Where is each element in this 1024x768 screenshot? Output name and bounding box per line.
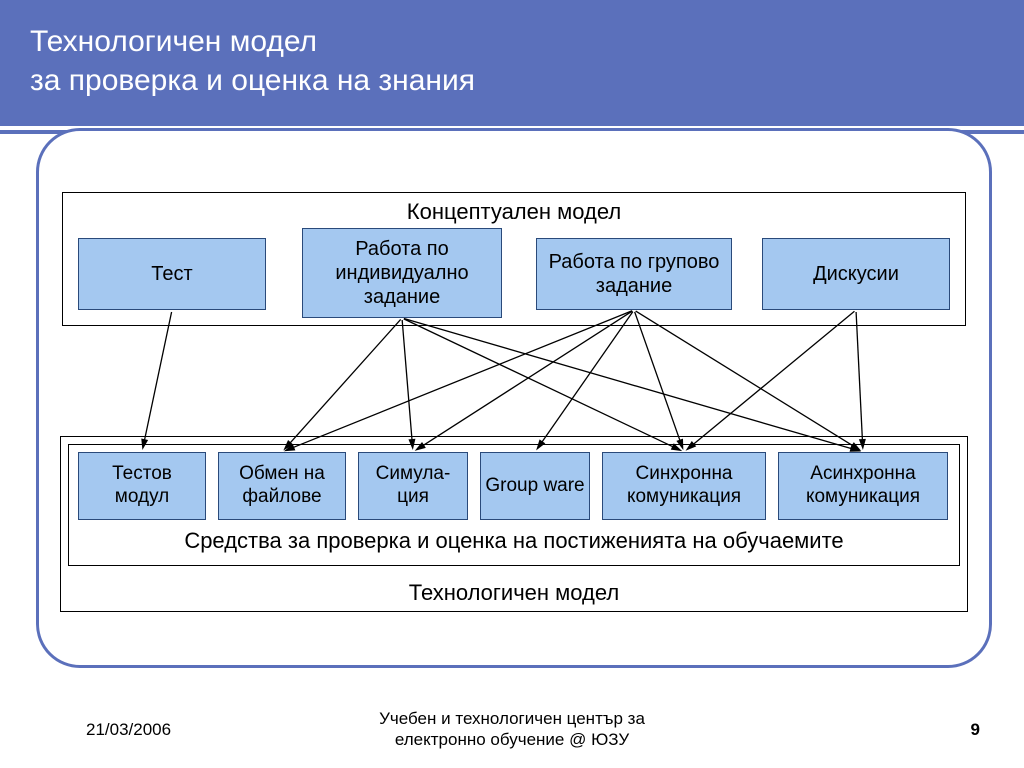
box-disc: Дискусии (762, 238, 950, 310)
footer: 21/03/2006 Учебен и технологичен център … (0, 709, 1024, 750)
box-async: Асинхронна комуникация (778, 452, 948, 520)
box-files: Обмен на файлове (218, 452, 346, 520)
box-gware: Group ware (480, 452, 590, 520)
box-sync: Синхронна комуникация (602, 452, 766, 520)
tech-model-label: Технологичен модел (60, 572, 968, 614)
means-label: Средства за проверка и оценка на постиже… (68, 520, 960, 562)
footer-date: 21/03/2006 (86, 720, 171, 740)
slide-title: Технологичен модел за проверка и оценка … (0, 0, 1024, 126)
title-line-1: Технологичен модел (30, 22, 994, 61)
box-indiv: Работа по индивидуално задание (302, 228, 502, 318)
title-line-2: за проверка и оценка на знания (30, 61, 994, 100)
box-tmod: Тестов модул (78, 452, 206, 520)
box-group: Работа по групово задание (536, 238, 732, 310)
box-test: Тест (78, 238, 266, 310)
box-sim: Симула-ция (358, 452, 468, 520)
footer-page: 9 (971, 720, 980, 740)
conceptual-panel-label: Концептуален модел (63, 193, 965, 229)
